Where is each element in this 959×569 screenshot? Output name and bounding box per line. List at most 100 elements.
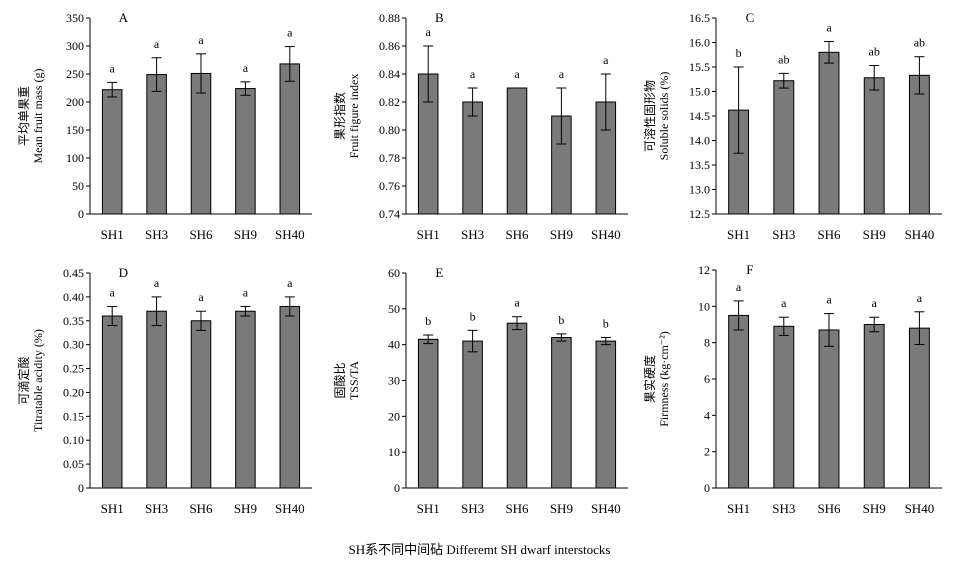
bar [190,72,212,215]
bar [863,77,885,215]
y-tick-label: 20 [388,409,400,423]
panel-label: C [746,10,755,25]
bar [417,338,439,489]
y-tick-label: 16.5 [689,11,710,25]
significance-letter: a [243,285,249,299]
bar [506,322,528,489]
y-tick-label: 14.5 [689,109,710,123]
panel-label: E [435,265,443,280]
significance-letter: b [425,314,431,328]
y-tick-label: 0.40 [63,290,84,304]
y-tick-label: 0 [704,481,710,495]
bar [728,314,750,489]
y-tick-label: 8 [704,336,710,350]
significance-letter: a [110,61,116,75]
bar [235,310,256,489]
significance-letter: a [110,285,116,299]
significance-letter: a [736,280,742,294]
significance-letter: b [603,317,609,331]
x-tick-label: SH6 [189,501,213,516]
bar [773,325,795,489]
y-tick-label: 0.86 [379,39,400,53]
y-axis-title-en: Soluble solids (%) [657,72,671,161]
y-tick-label: 40 [388,338,400,352]
y-tick-label: 100 [66,151,84,165]
significance-letter: a [872,296,878,310]
x-tick-label: SH40 [275,227,305,242]
significance-letter: a [154,276,160,290]
x-tick-label: SH40 [905,227,935,242]
y-tick-label: 0 [78,207,84,221]
x-tick-label: SH1 [101,501,124,516]
y-axis-title-cn: 固酸比 [332,362,347,398]
x-tick-label: SH40 [905,501,935,516]
y-tick-label: 0.78 [379,151,400,165]
y-axis-title-en: Titratable acidity (%) [31,329,45,432]
y-tick-label: 0.74 [379,207,400,221]
y-tick-label: 0.35 [63,314,84,328]
significance-letter: ab [914,36,925,50]
significance-letter: a [426,25,432,39]
y-axis-title-en: Mean fruit mass (g) [31,69,45,164]
x-tick-label: SH9 [550,501,573,516]
y-tick-label: 14.0 [689,134,710,148]
x-tick-label: SH6 [817,501,841,516]
x-tick-label: SH40 [275,501,305,516]
y-axis-title-en: Fruit figure index [347,74,361,159]
y-tick-label: 0.05 [63,457,84,471]
x-axis-caption: SH系不同中间砧 Differemt SH dwarf interstocks [348,542,611,557]
y-tick-label: 13.5 [689,158,710,172]
y-tick-label: 250 [66,67,84,81]
bar [146,74,167,215]
significance-letter: a [514,67,520,81]
bar [506,87,528,215]
significance-letter: a [781,296,787,310]
chart-panel-e: 0 10 20 30 40 50 60 E 固酸比 TSS/TA b SH1 b SH3 a SH6 b SH9 b… [332,265,628,516]
bar [101,315,123,489]
y-axis-title-cn: 平均单果重 [17,86,31,146]
significance-letter: a [287,276,293,290]
y-tick-label: 0 [78,481,84,495]
y-tick-label: 30 [388,374,400,388]
bar [146,310,167,489]
chart-panel-f: 0 2 4 6 8 10 12 F 果实硬度 Firmness (kg·cm⁻²) a SH1 a SH3… [642,262,942,516]
x-tick-label: SH1 [101,227,124,242]
x-tick-label: SH6 [189,227,213,242]
x-tick-label: SH40 [591,227,621,242]
x-tick-label: SH1 [727,227,750,242]
x-tick-label: SH6 [817,227,841,242]
significance-letter: a [514,296,520,310]
y-axis-title-en: TSS/TA [347,361,361,400]
y-tick-label: 50 [388,302,400,316]
chart-panel-d: 0 0.05 0.10 0.15 0.20 0.25 0.30 0.35 0.40 0.45 D 可滴… [16,265,312,516]
chart-panel-a: 0 50 100 150 200 250 300 350 A 平均单果重 Mean fruit ma… [17,10,312,242]
x-tick-label: SH3 [461,227,484,242]
y-tick-label: 0.84 [379,67,400,81]
significance-letter: a [198,290,204,304]
x-tick-label: SH3 [461,501,484,516]
y-tick-label: 0.25 [63,362,84,376]
x-tick-label: SH6 [505,501,529,516]
bar [908,74,930,215]
y-tick-label: 12.5 [689,207,710,221]
x-tick-label: SH9 [863,227,886,242]
significance-letter: a [154,37,160,51]
significance-letter: ab [778,52,789,66]
y-tick-label: 10 [698,299,710,313]
x-tick-label: SH3 [772,227,795,242]
y-tick-label: 0.10 [63,433,84,447]
y-axis-title-en: Firmness (kg·cm⁻²) [657,331,671,427]
panel-label: B [435,10,444,25]
y-tick-label: 16.0 [689,36,710,50]
bar [595,340,617,489]
y-tick-label: 150 [66,123,84,137]
x-tick-label: SH3 [145,227,168,242]
y-tick-label: 0.80 [379,123,400,137]
significance-letter: ab [869,45,880,59]
panel-label: D [119,265,128,280]
y-tick-label: 350 [66,11,84,25]
y-tick-label: 4 [704,408,710,422]
x-tick-label: SH3 [772,501,795,516]
bar [101,89,123,215]
